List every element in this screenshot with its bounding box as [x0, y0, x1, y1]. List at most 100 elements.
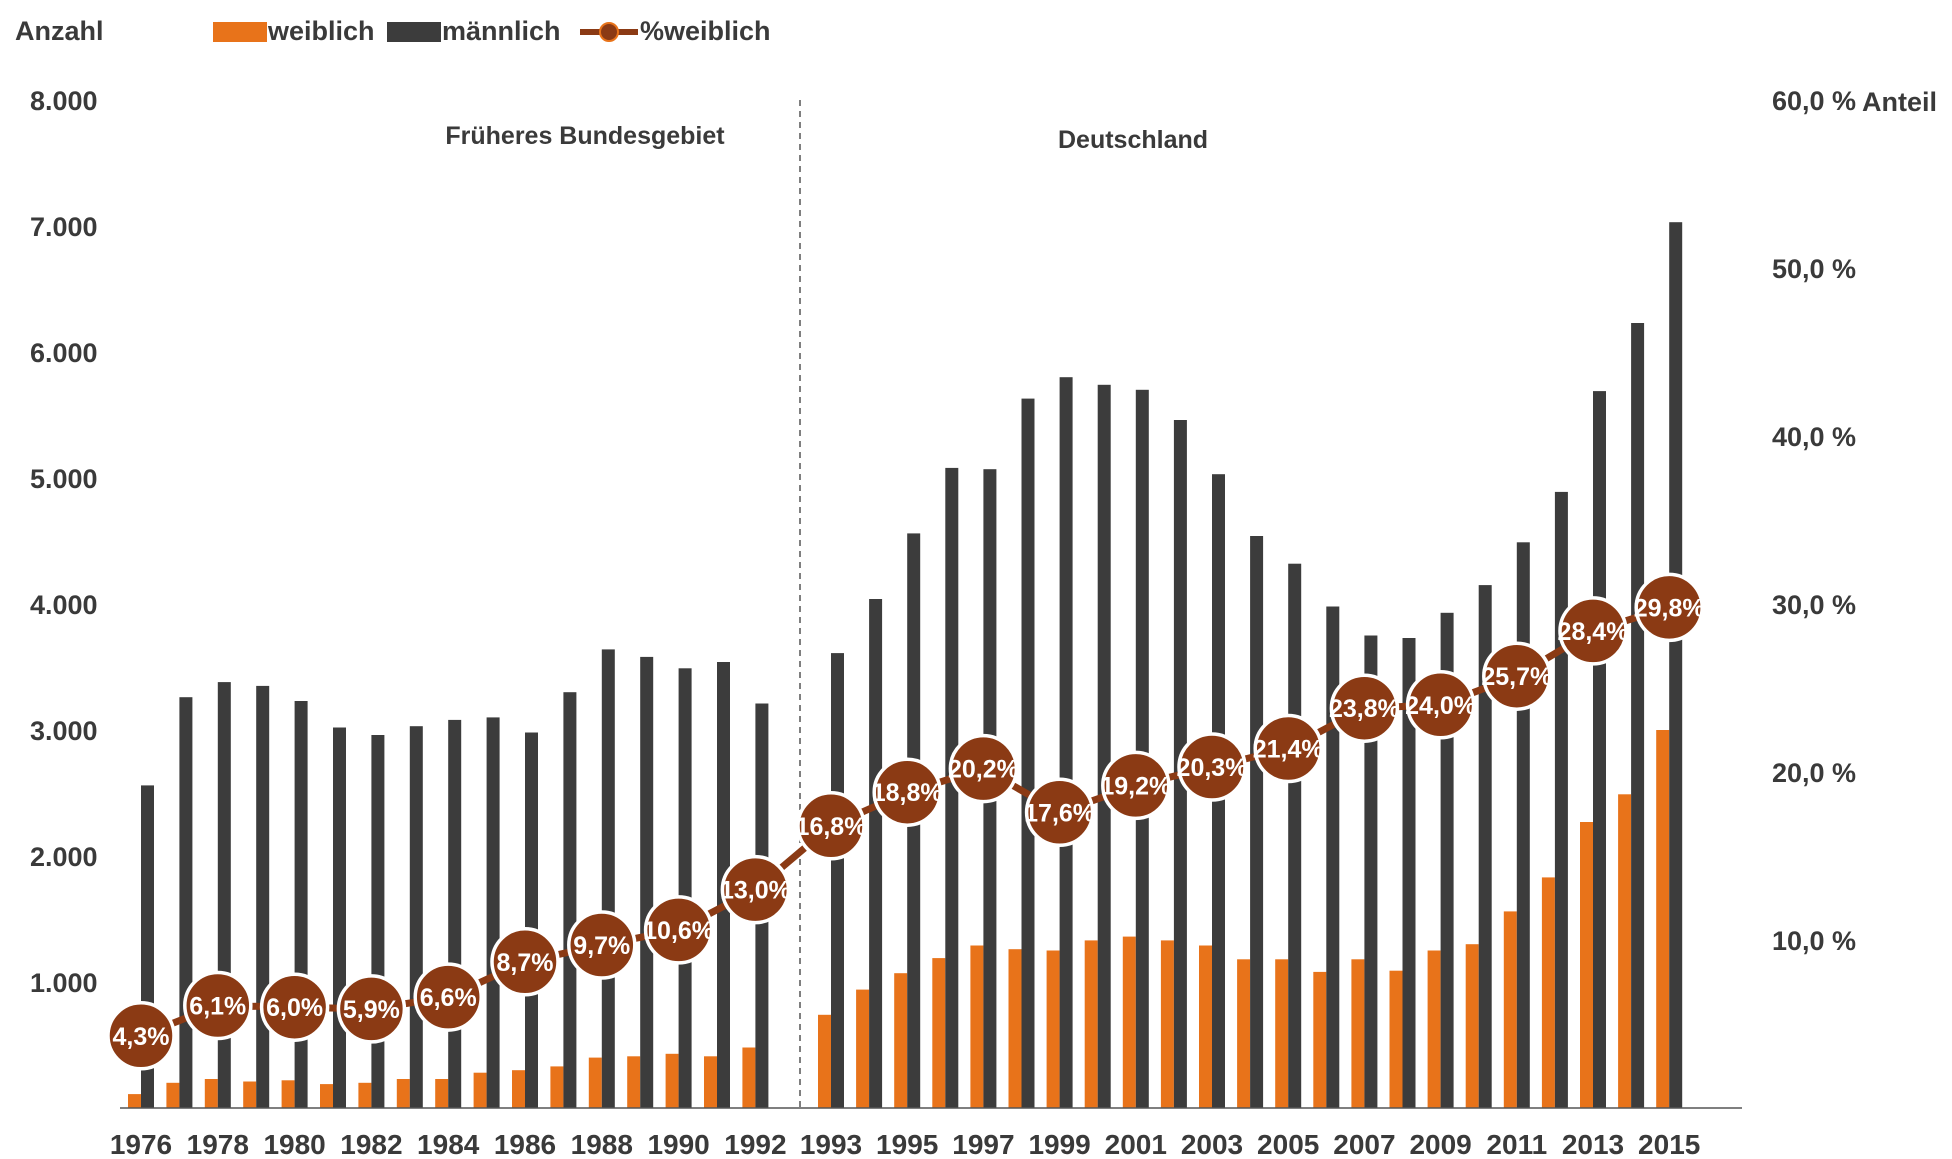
- bar-maennlich-1989: [640, 656, 654, 1108]
- y-right-tick-label: 20,0 %: [1772, 758, 1856, 788]
- percent-label-1993: 16,8%: [796, 813, 867, 841]
- bar-maennlich-1996: [945, 467, 959, 1108]
- legend-label-weiblich: weiblich: [267, 16, 375, 46]
- x-tick-label: 1980: [263, 1129, 325, 1159]
- bar-maennlich-2011: [1516, 542, 1530, 1108]
- bar-maennlich-1982: [371, 735, 385, 1108]
- x-tick-label: 1993: [800, 1129, 862, 1159]
- bar-weiblich-2003: [1199, 945, 1212, 1108]
- bar-weiblich-2011: [1503, 911, 1517, 1108]
- bar-maennlich-2012: [1554, 491, 1568, 1108]
- legend-label-percent: %weiblich: [640, 16, 771, 46]
- bar-weiblich-2006: [1313, 971, 1327, 1108]
- bar-maennlich-1977: [179, 697, 193, 1108]
- bar-weiblich-1982: [358, 1082, 372, 1108]
- bar-maennlich-1985: [486, 717, 500, 1108]
- percent-label-1992: 13,0%: [720, 877, 791, 905]
- bar-maennlich-2010: [1478, 585, 1492, 1108]
- percent-label-1995: 18,8%: [872, 779, 943, 807]
- legend-label-maennlich: männlich: [442, 16, 561, 46]
- bar-weiblich-1991: [704, 1056, 717, 1108]
- percent-label-1988: 9,7%: [573, 932, 630, 960]
- bar-maennlich-2007: [1364, 635, 1378, 1108]
- percent-label-2013: 28,4%: [1558, 618, 1629, 646]
- y-left-tick-label: 5.000: [30, 464, 98, 494]
- percent-marker-2005: [1253, 713, 1323, 784]
- x-tick-label: 2003: [1181, 1129, 1243, 1159]
- bar-maennlich-1999: [1059, 377, 1073, 1108]
- percent-marker-1992: [720, 854, 791, 925]
- percent-label-2007: 23,8%: [1329, 695, 1400, 723]
- x-tick-label: 1988: [571, 1129, 633, 1159]
- bar-maennlich-2006: [1326, 606, 1340, 1108]
- bar-maennlich-1993: [831, 653, 844, 1108]
- x-tick-label: 2011: [1486, 1129, 1547, 1159]
- annotation-frueheres-bundesgebiet: Früheres Bundesgebiet: [445, 122, 725, 150]
- bar-maennlich-1981: [333, 727, 346, 1108]
- x-tick-label: 1986: [494, 1129, 556, 1159]
- percent-marker-1978: [183, 970, 253, 1041]
- percent-label-1984: 6,6%: [420, 984, 477, 1012]
- percent-marker-1999: [1024, 777, 1095, 848]
- bar-weiblich-2008: [1389, 970, 1403, 1108]
- percent-marker-1990: [643, 895, 714, 965]
- bar-maennlich-1983: [409, 726, 423, 1108]
- bar-maennlich-2000: [1097, 384, 1111, 1108]
- bar-maennlich-1979: [256, 685, 270, 1108]
- bar-weiblich-1995: [894, 973, 908, 1108]
- bar-weiblich-1983: [396, 1079, 410, 1108]
- bar-weiblich-1996: [932, 958, 946, 1108]
- y-right-tick-label: 60,0 %: [1772, 86, 1856, 116]
- legend-swatch-weiblich: [213, 22, 267, 42]
- x-tick-label: 1992: [724, 1129, 786, 1159]
- x-tick-label: 1984: [417, 1129, 480, 1159]
- bar-weiblich-2004: [1237, 959, 1251, 1108]
- percent-marker-1984: [413, 962, 483, 1032]
- bar-weiblich-1989: [627, 1056, 641, 1108]
- percent-label-1999: 17,6%: [1024, 799, 1095, 827]
- percent-marker-1995: [872, 757, 942, 827]
- x-tick-label: 1990: [647, 1129, 709, 1159]
- percent-marker-2015: [1634, 572, 1704, 643]
- bar-weiblich-1986: [512, 1070, 525, 1108]
- percent-label-2015: 29,8%: [1634, 594, 1705, 622]
- bar-weiblich-1987: [550, 1066, 564, 1108]
- bar-maennlich-2013: [1593, 391, 1606, 1109]
- percent-label-1976: 4,3%: [113, 1023, 170, 1051]
- x-tick-label: 1995: [876, 1129, 938, 1159]
- x-tick-label: 1997: [952, 1129, 1014, 1159]
- x-tick-label: 2009: [1409, 1129, 1471, 1159]
- annotation-deutschland: Deutschland: [1058, 126, 1208, 154]
- bar-weiblich-2002: [1160, 940, 1174, 1108]
- bar-weiblich-1993: [818, 1014, 831, 1108]
- y-right-tick-label: 30,0 %: [1772, 590, 1856, 620]
- x-tick-label: 1999: [1028, 1129, 1090, 1159]
- y-left-tick-label: 8.000: [30, 86, 98, 116]
- ticks-group: 1.000 2.000 3.000 4.000 5.000 6.000 7.000 8.000…: [30, 86, 1856, 1159]
- bar-maennlich-1986: [525, 732, 538, 1108]
- percent-marker-2013: [1558, 596, 1628, 666]
- x-tick-label: 2013: [1562, 1129, 1624, 1159]
- bar-weiblich-2005: [1275, 959, 1289, 1108]
- percent-marker-1986: [490, 927, 560, 997]
- bar-maennlich-2004: [1250, 536, 1264, 1108]
- bar-weiblich-1992: [742, 1047, 756, 1108]
- bar-weiblich-2015: [1656, 730, 1670, 1108]
- y-right-tick-label: 10,0 %: [1772, 926, 1856, 956]
- legend: weiblich männlich %weiblich: [213, 16, 771, 46]
- x-tick-label: 1976: [110, 1129, 172, 1159]
- legend-swatch-maennlich: [387, 22, 441, 42]
- bar-maennlich-1987: [563, 692, 577, 1108]
- percent-label-2009: 24,0%: [1405, 692, 1476, 720]
- percent-label-1986: 8,7%: [497, 949, 554, 977]
- x-tick-label: 2015: [1638, 1129, 1700, 1159]
- bar-maennlich-2008: [1402, 638, 1416, 1108]
- bar-weiblich-1994: [856, 989, 870, 1108]
- bar-weiblich-2007: [1351, 959, 1365, 1108]
- percent-marker-2001: [1101, 750, 1171, 821]
- bar-weiblich-1981: [320, 1084, 333, 1108]
- bar-maennlich-1984: [448, 719, 462, 1108]
- x-tick-label: 2007: [1333, 1129, 1395, 1159]
- bar-weiblich-2009: [1427, 950, 1441, 1108]
- x-tick-label: 1982: [340, 1129, 402, 1159]
